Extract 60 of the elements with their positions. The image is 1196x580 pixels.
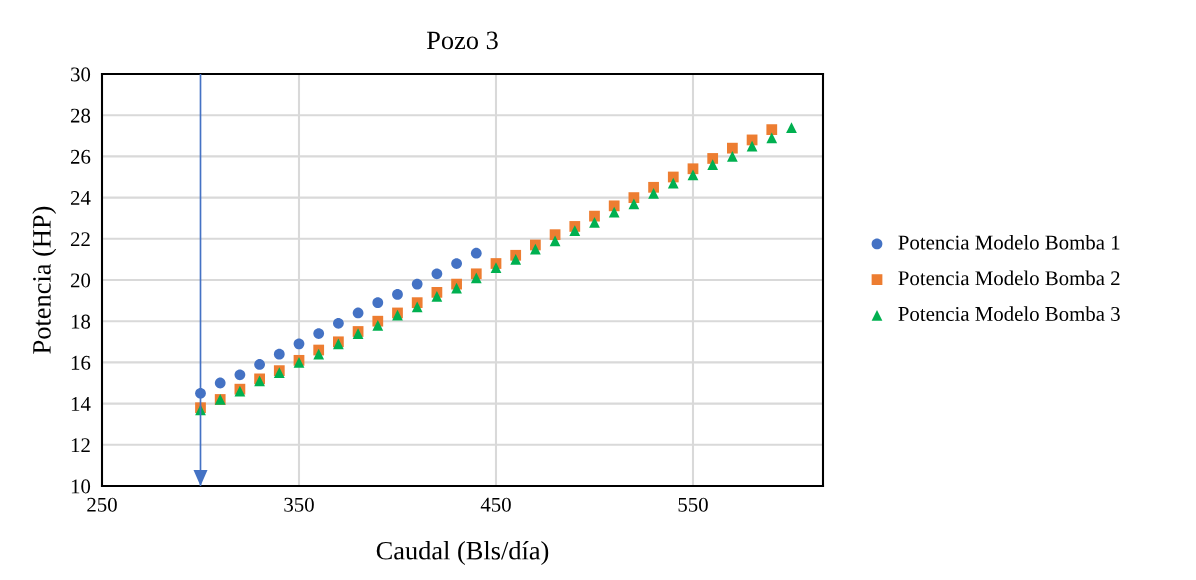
y-tick-label: 30 <box>71 67 91 82</box>
point <box>490 262 502 274</box>
point <box>273 348 285 360</box>
legend-label: Potencia Modelo Bomba 1 <box>898 234 1120 250</box>
point <box>470 247 482 259</box>
point <box>451 282 462 294</box>
y-tick-label: 14 <box>71 397 91 411</box>
point <box>411 301 423 313</box>
y-tick-label: 20 <box>70 273 91 288</box>
y-tick-label: 22 <box>70 232 90 247</box>
y-tick-label: 12 <box>71 438 90 453</box>
x-tick-label: 250 <box>87 497 117 512</box>
point <box>530 243 541 255</box>
x-axis-title: Caudal (Bls/día) <box>376 541 549 565</box>
point <box>608 200 620 212</box>
point <box>451 258 462 269</box>
chart-title: Pozo 3 <box>426 31 498 50</box>
point <box>707 153 719 164</box>
point <box>333 317 344 329</box>
legend-label: Potencia Modelo Bomba 3 <box>898 306 1120 321</box>
point <box>352 307 364 319</box>
point <box>431 268 443 280</box>
legend-label: Potencia Modelo Bomba 2 <box>898 270 1120 286</box>
point <box>727 151 738 162</box>
point <box>470 272 482 284</box>
point <box>608 206 620 218</box>
point <box>372 319 384 331</box>
point <box>313 328 325 339</box>
y-tick-label: 24 <box>70 191 91 205</box>
point <box>786 122 797 133</box>
point <box>648 188 659 199</box>
point <box>372 297 384 309</box>
y-axis-title: Potencia (HP) <box>32 206 57 354</box>
y-tick-label: 16 <box>71 355 91 370</box>
point <box>549 235 561 247</box>
point <box>392 289 403 300</box>
point <box>667 177 679 189</box>
point <box>431 291 443 302</box>
point <box>766 124 778 135</box>
y-tick-label: 10 <box>71 479 91 494</box>
point <box>234 369 246 381</box>
point <box>214 377 226 389</box>
point <box>569 225 581 236</box>
y-tick-label: 28 <box>70 108 91 123</box>
point <box>707 159 719 171</box>
point <box>510 254 522 265</box>
point <box>687 169 699 181</box>
point <box>589 216 600 228</box>
point <box>254 359 265 370</box>
point <box>628 198 640 210</box>
y-tick-label: 18 <box>71 314 91 329</box>
point <box>293 338 305 350</box>
x-tick-label: 350 <box>284 497 314 512</box>
point <box>313 348 325 360</box>
point <box>766 132 778 144</box>
point <box>727 142 738 154</box>
x-tick-label: 450 <box>480 497 511 512</box>
x-tick-label: 550 <box>678 497 708 512</box>
point <box>411 278 423 290</box>
y-tick-label: 26 <box>70 149 91 164</box>
